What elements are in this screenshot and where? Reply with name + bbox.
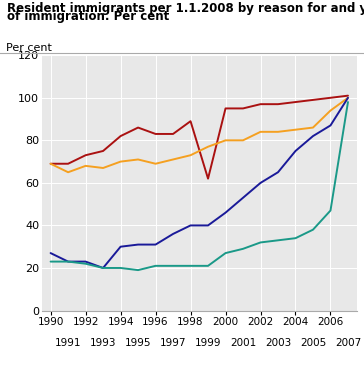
Training xyxy=(188,264,193,268)
Labour xyxy=(241,195,245,200)
Famiy xyxy=(276,130,280,134)
Text: Resident immigrants per 1.1.2008 by reason for and year: Resident immigrants per 1.1.2008 by reas… xyxy=(7,2,364,15)
Line: Refugee: Refugee xyxy=(51,96,348,179)
Labour xyxy=(118,245,123,249)
Training xyxy=(241,247,245,251)
Refugee xyxy=(83,153,88,157)
Famiy xyxy=(346,96,350,100)
Training xyxy=(171,264,175,268)
Labour xyxy=(258,181,263,185)
Refugee xyxy=(258,102,263,106)
Training xyxy=(66,259,70,264)
Labour xyxy=(153,242,158,247)
Famiy xyxy=(311,125,315,130)
Famiy xyxy=(241,138,245,142)
Refugee xyxy=(223,106,228,111)
Famiy xyxy=(48,162,53,166)
Text: of immigration. Per cent: of immigration. Per cent xyxy=(7,10,170,22)
Labour xyxy=(101,266,105,270)
Famiy xyxy=(223,138,228,142)
Labour xyxy=(66,259,70,264)
Refugee xyxy=(171,132,175,136)
Famiy xyxy=(66,170,70,174)
Training xyxy=(101,266,105,270)
Refugee xyxy=(136,125,140,130)
Line: Labour: Labour xyxy=(51,98,348,268)
Training xyxy=(153,264,158,268)
Famiy xyxy=(171,157,175,162)
Training xyxy=(136,268,140,272)
Refugee xyxy=(293,100,298,104)
Labour xyxy=(346,96,350,100)
Text: 2005: 2005 xyxy=(300,338,326,348)
Famiy xyxy=(328,108,333,113)
Refugee xyxy=(241,106,245,111)
Refugee xyxy=(328,96,333,100)
Refugee xyxy=(153,132,158,136)
Line: Famiy: Famiy xyxy=(51,98,348,172)
Training xyxy=(206,264,210,268)
Refugee xyxy=(206,176,210,181)
Refugee xyxy=(66,162,70,166)
Refugee xyxy=(188,119,193,123)
Labour xyxy=(328,123,333,128)
Text: 2007: 2007 xyxy=(335,338,361,348)
Famiy xyxy=(136,157,140,162)
Labour xyxy=(206,223,210,228)
Text: 1997: 1997 xyxy=(160,338,186,348)
Refugee xyxy=(276,102,280,106)
Famiy xyxy=(153,162,158,166)
Famiy xyxy=(118,159,123,164)
Labour xyxy=(83,259,88,264)
Labour xyxy=(293,149,298,153)
Famiy xyxy=(101,166,105,170)
Training xyxy=(258,240,263,245)
Refugee xyxy=(346,93,350,98)
Labour xyxy=(136,242,140,247)
Text: Per cent: Per cent xyxy=(6,43,52,53)
Labour xyxy=(223,210,228,215)
Training xyxy=(83,261,88,266)
Training xyxy=(223,251,228,255)
Text: 1991: 1991 xyxy=(55,338,81,348)
Famiy xyxy=(188,153,193,157)
Training xyxy=(276,238,280,243)
Labour xyxy=(48,251,53,255)
Text: 1999: 1999 xyxy=(195,338,221,348)
Refugee xyxy=(101,149,105,153)
Famiy xyxy=(293,127,298,132)
Text: 1993: 1993 xyxy=(90,338,116,348)
Training xyxy=(346,100,350,104)
Text: 1995: 1995 xyxy=(125,338,151,348)
Famiy xyxy=(83,163,88,168)
Famiy xyxy=(258,130,263,134)
Labour xyxy=(276,170,280,174)
Line: Training: Training xyxy=(51,102,348,270)
Training xyxy=(48,259,53,264)
Labour xyxy=(311,134,315,138)
Text: 2001: 2001 xyxy=(230,338,256,348)
Famiy xyxy=(206,144,210,149)
Refugee xyxy=(118,134,123,138)
Training xyxy=(311,227,315,232)
Labour xyxy=(188,223,193,228)
Labour xyxy=(171,232,175,236)
Training xyxy=(328,208,333,213)
Refugee xyxy=(48,162,53,166)
Training xyxy=(293,236,298,240)
Text: 2003: 2003 xyxy=(265,338,291,348)
Training xyxy=(118,266,123,270)
Refugee xyxy=(311,98,315,102)
